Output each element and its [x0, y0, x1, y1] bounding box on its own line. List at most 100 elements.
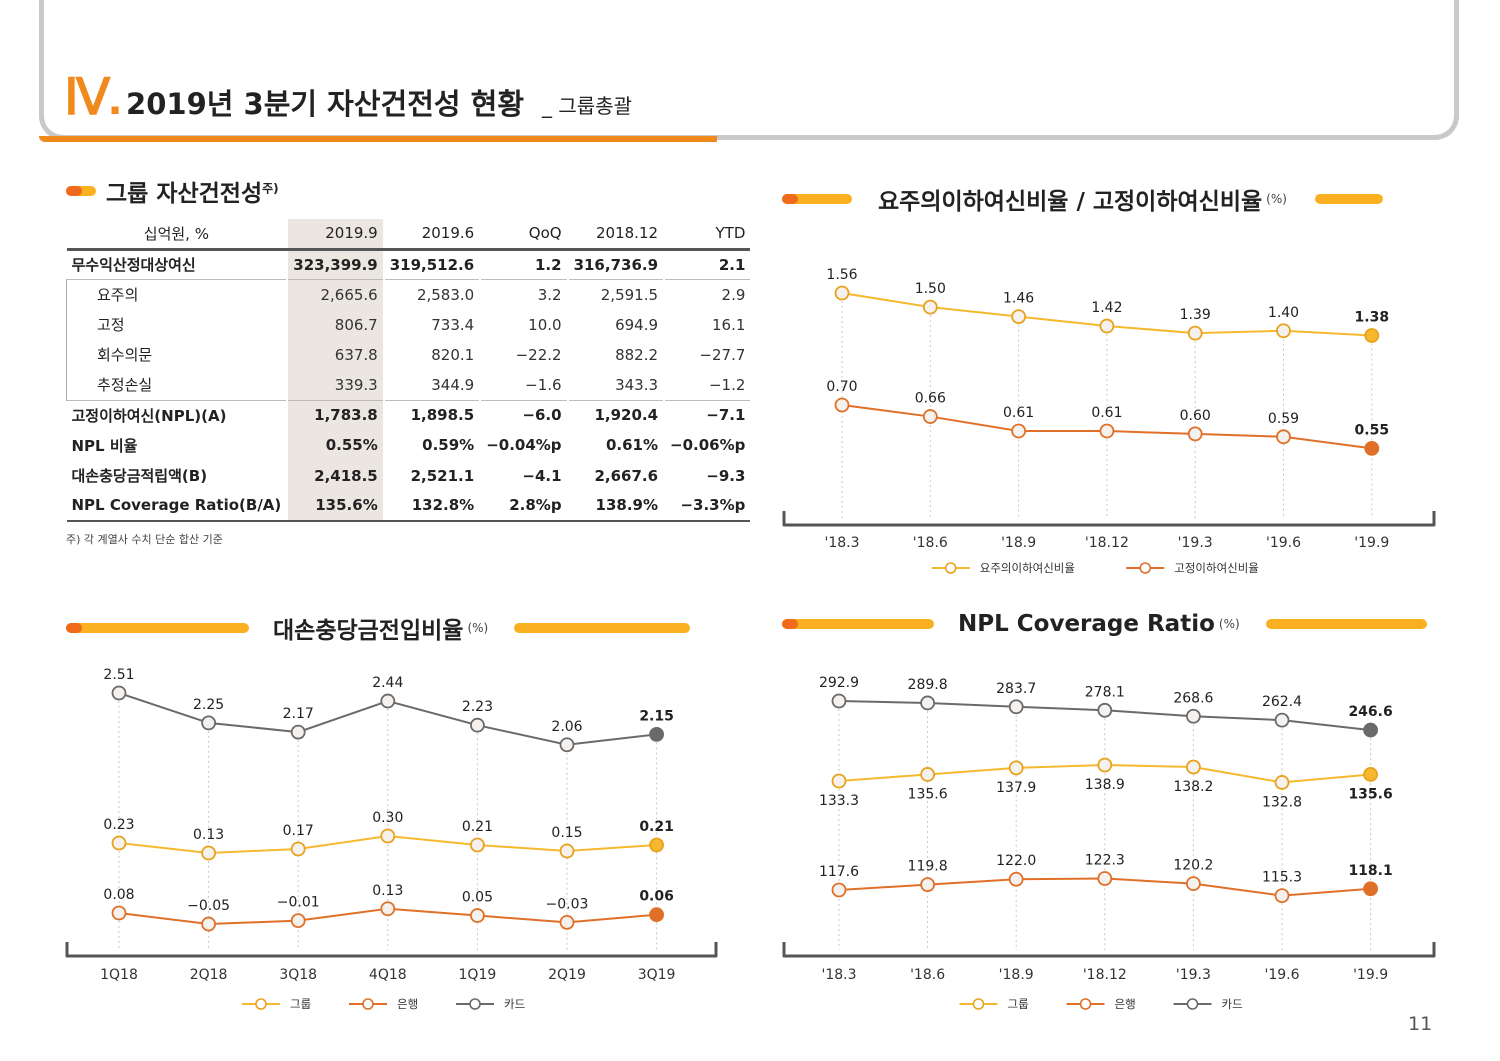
- npl-ratio-data-point: [1276, 429, 1291, 445]
- npl-ratio-data-label: 0.66: [915, 391, 946, 407]
- credit-cost-data-point: [111, 905, 127, 921]
- npl-coverage-data-point: [1097, 757, 1113, 773]
- credit-cost-data-label: 2.25: [193, 697, 224, 713]
- npl-coverage-data-label: 117.6: [819, 864, 859, 880]
- table-cell: −3.3%p: [663, 490, 751, 522]
- npl-ratio-data-label: 1.42: [1091, 300, 1122, 316]
- credit-cost-data-label: 2.23: [462, 699, 493, 715]
- table-cell: 16.1: [663, 309, 751, 340]
- npl-ratio-data-point: [834, 285, 850, 301]
- table-row-label: 요주의: [66, 278, 288, 310]
- npl-coverage-data-point: [920, 695, 935, 711]
- credit-cost-data-point: [559, 737, 575, 753]
- npl-ratio-data-label: 1.56: [826, 267, 857, 283]
- npl-ratio-data-label: 0.59: [1268, 411, 1299, 427]
- table-row: 추정손실 339.3 344.9 −1.6 343.3 −1.2: [66, 369, 751, 401]
- credit-cost-data-label: 0.21: [462, 819, 493, 835]
- npl-coverage-category-label: '19.9: [1353, 967, 1388, 983]
- page-title: Ⅳ. 2019년 3분기 자산건전성 현황 _ 그룹총괄: [64, 70, 632, 122]
- credit-cost-category-label: 3Q18: [279, 967, 317, 983]
- npl-ratio-category-label: '19.3: [1178, 535, 1213, 551]
- npl-ratio-data-label: 1.39: [1180, 307, 1211, 323]
- credit-cost-data-label: 0.30: [372, 810, 403, 826]
- npl-coverage-data-point: [1097, 702, 1113, 718]
- credit-cost-data-label: 2.51: [103, 667, 134, 683]
- table-cell: −9.3: [663, 460, 751, 491]
- page-title-main: 2019년 3분기 자산건전성 현황: [126, 87, 525, 121]
- npl-ratio-legend-label: 고정이하여신비율: [1174, 561, 1259, 575]
- credit-cost-category-label: 1Q19: [459, 967, 497, 983]
- npl-ratio-data-point: [1099, 423, 1115, 439]
- table-cell: 323,399.9: [286, 249, 384, 280]
- npl-ratio-data-point: [1187, 325, 1203, 341]
- credit-cost-data-point: [290, 841, 306, 857]
- table-cell: 339.3: [286, 369, 384, 401]
- table-cell: 2,591.5: [566, 278, 665, 310]
- credit-cost-axis-frame: [65, 942, 718, 958]
- npl-coverage-data-label: 138.9: [1085, 777, 1125, 793]
- table-cell: 2,665.6: [286, 278, 384, 310]
- header-frame: [39, 0, 1459, 140]
- npl-ratio-data-point: [834, 397, 850, 413]
- credit-cost-data-point: [380, 901, 396, 917]
- credit-cost-legend-label: 그룹: [290, 997, 311, 1011]
- table-cell: 3.2: [479, 278, 568, 310]
- npl-ratio-data-point: [922, 409, 938, 424]
- table-row-label: 고정이하여신(NPL)(A): [66, 399, 288, 431]
- npl-ratio-category-label: '18.9: [1001, 535, 1036, 551]
- table-row-label: NPL 비율: [71, 436, 138, 455]
- table-cell: −7.1: [663, 399, 751, 431]
- table-row: NPL 비율 0.55% 0.59% −0.04%p 0.61% −0.06%p: [67, 430, 751, 461]
- table-cell: 0.61%: [566, 430, 665, 461]
- table-row: 무수익산정대상여신 323,399.9 319,512.6 1.2 316,736.9 2…: [67, 249, 751, 280]
- npl-ratio-data-label: 1.38: [1355, 309, 1390, 325]
- table-header-cell: QoQ: [479, 219, 568, 251]
- credit-cost-data-label: 0.21: [639, 819, 674, 835]
- credit-cost-data-point: [469, 908, 485, 923]
- npl-coverage-title-text: NPL Coverage Ratio: [958, 611, 1215, 637]
- credit-cost-data-label: 0.23: [103, 817, 134, 833]
- npl-coverage-data-label: 119.8: [908, 859, 948, 875]
- credit-cost-plot: 1Q18 2Q18 3Q18 4Q18 1Q19 2Q19 3Q19 2.51 2.25 2.17…: [65, 667, 718, 1011]
- credit-cost-data-label: 0.06: [639, 889, 674, 905]
- npl-coverage-category-label: '19.6: [1264, 967, 1299, 983]
- npl-coverage-legend-label: 그룹: [1008, 997, 1029, 1011]
- npl-coverage-data-label: 289.8: [908, 677, 948, 693]
- npl-coverage-data-label: 115.3: [1262, 870, 1302, 886]
- table-cell: −1.6: [479, 369, 568, 401]
- npl-ratio-data-label: 1.40: [1268, 305, 1299, 321]
- npl-coverage-data-point: [1363, 767, 1378, 782]
- npl-coverage-data-label: 292.9: [819, 675, 859, 691]
- npl-coverage-legend-item: 그룹: [959, 997, 1029, 1011]
- table-row-label: 추정손실: [66, 369, 288, 401]
- credit-cost-data-point: [201, 715, 217, 731]
- table-cell: 2,521.1: [382, 460, 481, 491]
- npl-coverage-data-label: 246.6: [1348, 704, 1392, 720]
- npl-coverage-legend-label: 은행: [1115, 997, 1136, 1011]
- table-cell: 2.8%p: [479, 490, 568, 522]
- table-row-label: 대손충당금적립액(B): [71, 467, 208, 486]
- credit-cost-data-label: 0.08: [103, 887, 134, 903]
- credit-cost-data-label: 2.17: [283, 706, 314, 722]
- table-cell: 806.7: [286, 309, 384, 340]
- npl-ratio-data-label: 0.61: [1003, 405, 1034, 421]
- credit-cost-data-point: [559, 843, 575, 859]
- npl-coverage-data-label: 137.9: [996, 780, 1036, 796]
- credit-cost-legend-item: 은행: [349, 997, 418, 1011]
- title-bullet-icon: [66, 186, 96, 196]
- npl-coverage-data-label: 133.3: [819, 793, 859, 809]
- table-row-label: 고정: [66, 309, 288, 340]
- credit-cost-legend-item: 카드: [456, 997, 525, 1011]
- npl-ratio-data-point: [1011, 423, 1026, 439]
- credit-cost-data-point: [559, 914, 575, 930]
- table-row: NPL Coverage Ratio(B/A) 135.6% 132.8% 2.8%p…: [66, 490, 751, 522]
- npl-coverage-data-point: [1186, 708, 1201, 724]
- npl-coverage-data-point: [1274, 888, 1290, 904]
- npl-ratio-plot: '18.3 '18.6 '18.9 '18.12 '19.3 '19.6 '19.9 1.56…: [782, 267, 1436, 575]
- npl-ratio-legend-item: 요주의이하여신비율: [931, 561, 1075, 575]
- credit-cost-data-point: [469, 717, 485, 733]
- npl-coverage-data-label: 135.6: [1348, 786, 1392, 802]
- table-cell: 344.9: [382, 369, 481, 401]
- npl-coverage-data-point: [920, 767, 935, 782]
